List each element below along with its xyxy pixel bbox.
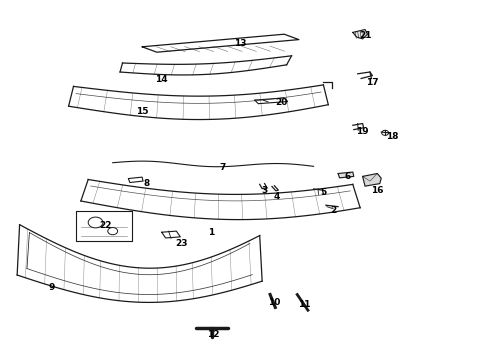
Text: 11: 11 [297, 300, 310, 309]
Text: 2: 2 [330, 206, 336, 215]
Text: 20: 20 [275, 98, 288, 107]
Polygon shape [338, 172, 354, 178]
Text: 3: 3 [262, 186, 268, 195]
Text: 12: 12 [207, 330, 220, 339]
Text: 8: 8 [144, 179, 150, 188]
Text: 9: 9 [48, 284, 55, 292]
Text: 18: 18 [386, 132, 398, 141]
Text: 22: 22 [99, 220, 112, 230]
Text: 1: 1 [208, 228, 214, 237]
Text: 23: 23 [175, 238, 188, 248]
Circle shape [108, 228, 118, 235]
Text: 15: 15 [136, 107, 148, 116]
Text: 6: 6 [345, 172, 351, 181]
Text: 17: 17 [366, 78, 379, 87]
Text: 7: 7 [220, 163, 226, 172]
Text: 19: 19 [356, 127, 369, 136]
Text: 21: 21 [359, 31, 371, 40]
Polygon shape [363, 174, 381, 186]
Text: 5: 5 [320, 188, 326, 197]
Text: 14: 14 [155, 75, 168, 84]
Text: 4: 4 [273, 192, 280, 201]
Circle shape [88, 217, 103, 228]
Text: 13: 13 [234, 39, 246, 48]
Text: 16: 16 [371, 186, 384, 195]
Polygon shape [353, 30, 368, 39]
Text: 10: 10 [268, 298, 281, 307]
